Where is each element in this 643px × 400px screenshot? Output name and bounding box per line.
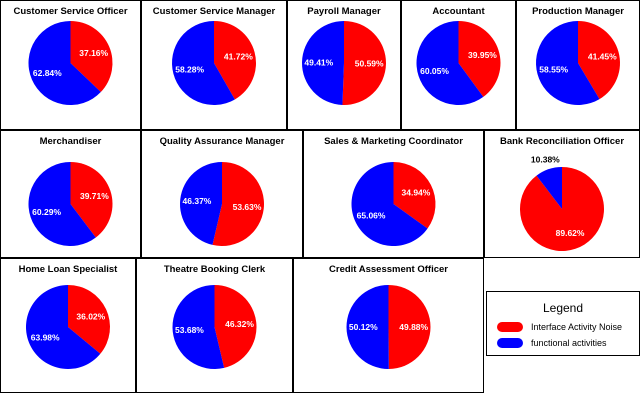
data-label-noise: 50.59%	[355, 58, 384, 68]
pie-slice-functional	[28, 162, 96, 246]
chart-production-manager: Production Manager 41.45% 58.55%	[516, 0, 640, 130]
data-label-noise: 49.88%	[399, 322, 428, 332]
legend: Legend Interface Activity Noise function…	[486, 291, 640, 356]
chart-title: Accountant	[432, 6, 485, 17]
pie-slice-functional	[536, 167, 562, 209]
pie-sales-and-marketing-coordinator: 34.94% 65.06%	[351, 162, 436, 246]
pie-slice-functional	[25, 285, 101, 369]
chart-payroll-manager: Payroll Manager 50.59% 49.41%	[287, 0, 401, 130]
chart-title: Credit Assessment Officer	[329, 264, 448, 275]
data-label-noise: 53.63%	[233, 202, 262, 212]
chart-title: Customer Service Manager	[152, 6, 276, 17]
chart-merchandiser: Merchandiser 39.71% 60.29%	[0, 130, 141, 258]
pie-slice-noise	[393, 162, 436, 229]
pie-theatre-booking-clerk: 46.32% 53.68%	[172, 285, 257, 369]
pie-credit-assessment-officer: 49.88% 50.12%	[346, 285, 431, 369]
pie-slice-noise	[68, 285, 110, 354]
data-label-noise: 34.94%	[402, 188, 431, 198]
data-label-functional: 49.41%	[304, 58, 333, 68]
data-label-functional: 63.98%	[31, 333, 60, 343]
data-label-noise: 39.71%	[80, 191, 109, 201]
chart-title: Quality Assurance Manager	[159, 136, 285, 147]
legend-label-noise: Interface Activity Noise	[531, 322, 623, 332]
pie-slice-functional	[179, 162, 222, 245]
pie-slice-noise	[388, 285, 431, 369]
pie-slice-noise	[214, 21, 256, 100]
chart-accountant: Accountant 39.95% 60.05%	[401, 0, 516, 130]
data-label-noise: 36.02%	[76, 311, 105, 321]
pie-slice-functional	[28, 21, 101, 105]
pie-home-loan-specialist: 36.02% 63.98%	[25, 285, 110, 369]
data-label-functional: 62.84%	[33, 68, 62, 78]
pie-accountant: 39.95% 60.05%	[416, 21, 501, 105]
pie-slice-noise	[214, 285, 257, 368]
pie-slice-noise	[70, 21, 113, 93]
chart-title: Bank Reconciliation Officer	[499, 136, 625, 147]
data-label-functional: 58.55%	[539, 65, 568, 75]
data-label-noise: 37.16%	[79, 48, 108, 58]
pie-slice-functional	[416, 21, 484, 105]
pie-slice-functional	[172, 285, 225, 369]
chart-bank-reconciliation-officer: Bank Reconciliation Officer 89.62% 10.38%	[484, 130, 640, 258]
pie-slice-noise	[70, 162, 113, 238]
pie-production-manager: 41.45% 58.55%	[536, 21, 620, 105]
pie-slice-functional	[351, 162, 428, 246]
pie-slice-noise	[212, 162, 264, 246]
data-label-noise: 41.72%	[224, 52, 253, 62]
chart-customer-service-manager: Customer Service Manager 41.72% 58.28%	[141, 0, 287, 130]
chart-title: Theatre Booking Clerk	[163, 264, 266, 275]
pie-slice-functional	[346, 285, 389, 369]
chart-customer-service-officer: Customer Service Officer 37.16% 62.84%	[0, 0, 141, 130]
data-label-functional: 53.68%	[175, 325, 204, 335]
pie-quality-assurance-manager: 53.63% 46.37%	[179, 162, 264, 246]
chart-title: Merchandiser	[39, 136, 102, 147]
data-label-noise: 89.62%	[556, 228, 585, 238]
data-label-functional: 50.12%	[349, 322, 378, 332]
data-label-functional: 60.29%	[32, 207, 61, 217]
data-label-noise: 46.32%	[225, 319, 254, 329]
pie-slice-noise	[578, 21, 620, 100]
legend-swatch-functional	[497, 338, 523, 348]
pie-slice-functional	[536, 21, 600, 105]
legend-swatch-noise	[497, 322, 523, 332]
pie-customer-service-officer: 37.16% 62.84%	[28, 21, 113, 105]
legend-item-functional: functional activities	[497, 337, 607, 349]
chart-title: Home Loan Specialist	[18, 264, 118, 275]
data-label-functional: 46.37%	[183, 196, 212, 206]
chart-title: Customer Service Officer	[13, 6, 128, 17]
chart-home-loan-specialist: Home Loan Specialist 36.02% 63.98%	[0, 258, 136, 393]
pie-slice-noise	[342, 21, 386, 105]
pie-slice-noise	[458, 21, 501, 97]
data-label-functional: 10.38%	[531, 155, 560, 165]
chart-sales-and-marketing-coordinator: Sales & Marketing Coordinator 34.94% 65.06…	[303, 130, 484, 258]
legend-label-functional: functional activities	[531, 338, 607, 348]
chart-credit-assessment-officer: Credit Assessment Officer 49.88% 50.12%	[293, 258, 484, 393]
chart-title: Payroll Manager	[307, 6, 381, 17]
pie-slice-noise	[520, 167, 604, 252]
chart-theatre-booking-clerk: Theatre Booking Clerk 46.32% 53.68%	[136, 258, 293, 393]
data-label-functional: 60.05%	[420, 66, 449, 76]
pie-bank-reconciliation-officer: 89.62% 10.38%	[520, 155, 604, 252]
data-label-functional: 65.06%	[357, 210, 386, 220]
pie-slice-functional	[172, 21, 235, 105]
pie-merchandiser: 39.71% 60.29%	[28, 162, 113, 246]
pie-slice-functional	[301, 21, 344, 105]
pie-customer-service-manager: 41.72% 58.28%	[172, 21, 256, 105]
data-label-noise: 39.95%	[468, 50, 497, 60]
data-label-functional: 58.28%	[175, 64, 204, 74]
data-label-noise: 41.45%	[588, 51, 617, 61]
legend-title: Legend	[542, 301, 584, 315]
chart-title: Production Manager	[532, 6, 624, 17]
chart-quality-assurance-manager: Quality Assurance Manager 53.63% 46.37%	[141, 130, 303, 258]
pie-payroll-manager: 50.59% 49.41%	[301, 21, 386, 105]
legend-item-noise: Interface Activity Noise	[497, 321, 622, 333]
chart-title: Sales & Marketing Coordinator	[324, 136, 463, 147]
